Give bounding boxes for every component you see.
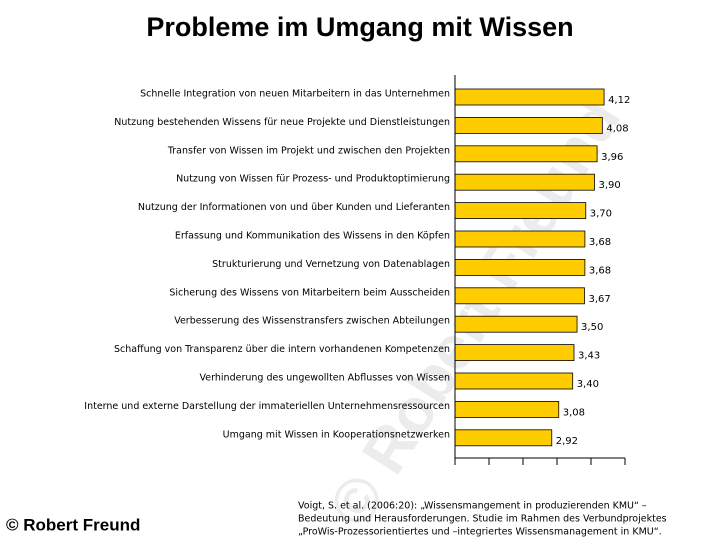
source-line: Voigt, S. et al. (2006:20): „Wissensmang…: [298, 501, 647, 512]
chart-title: Probleme im Umgang mit Wissen: [146, 12, 573, 42]
bar: [454, 202, 587, 220]
bar: [454, 372, 574, 390]
data-label: 3,40: [577, 379, 599, 390]
bar-category-label: Verbesserung des Wissenstransfers zwisch…: [174, 316, 450, 327]
bar-category-label: Nutzung von Wissen für Prozess- und Prod…: [176, 174, 450, 185]
bar-category-label: Erfassung und Kommunikation des Wissens …: [175, 231, 450, 242]
bar-category-label: Strukturierung und Vernetzung von Datena…: [212, 259, 450, 270]
bar: [454, 287, 585, 305]
bar: [454, 344, 575, 362]
data-label: 3,50: [581, 322, 603, 333]
bar: [454, 117, 603, 134]
data-label: 3,90: [598, 180, 620, 191]
bar-category-label: Verhinderung des ungewollten Abflusses v…: [200, 373, 450, 384]
data-label: 4,08: [606, 123, 628, 134]
bar: [454, 88, 605, 106]
bar-category-label: Nutzung der Informationen von und über K…: [138, 202, 450, 213]
bar: [454, 230, 586, 248]
bar-category-label: Schnelle Integration von neuen Mitarbeit…: [140, 89, 450, 100]
source-line: „ProWis-Prozessorientiertes und –integri…: [298, 527, 662, 538]
bar: [454, 173, 595, 191]
bar: [454, 258, 586, 276]
source: Voigt, S. et al. (2006:20): „Wissensmang…: [298, 501, 667, 538]
bar-category-label: Sicherung des Wissens von Mitarbeitern b…: [169, 287, 450, 298]
data-label: 3,70: [590, 209, 612, 220]
bar-category-label: Schaffung von Transparenz über die inter…: [114, 344, 450, 355]
copyright: © Robert Freund: [6, 515, 140, 534]
bar-category-label: Transfer von Wissen im Projekt und zwisc…: [167, 145, 450, 156]
data-label: 3,68: [589, 265, 611, 276]
bar-category-label: Nutzung bestehenden Wissens für neue Pro…: [114, 117, 450, 128]
bar: [454, 315, 578, 333]
data-label: 4,12: [608, 95, 630, 106]
bar: [454, 400, 560, 418]
source-line: Bedeutung und Herausforderungen. Studie …: [298, 514, 667, 525]
bar-category-label: Interne und externe Darstellung der imma…: [84, 401, 450, 412]
bar: [454, 429, 553, 447]
data-label: 2,92: [556, 436, 578, 447]
data-label: 3,68: [589, 237, 611, 248]
data-label: 3,96: [601, 152, 623, 163]
data-label: 3,08: [563, 407, 585, 418]
data-label: 3,67: [588, 294, 610, 305]
bar: [454, 145, 598, 163]
bar-category-label: Umgang mit Wissen in Kooperationsnetzwer…: [223, 429, 450, 440]
data-label: 3,43: [578, 351, 600, 362]
